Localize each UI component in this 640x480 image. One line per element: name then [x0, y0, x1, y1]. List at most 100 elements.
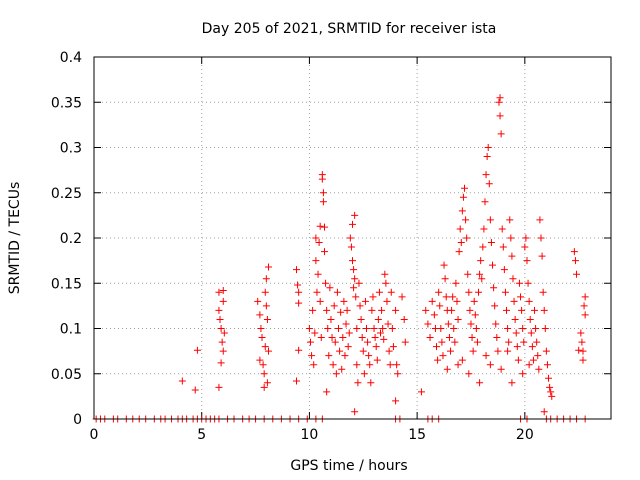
x-tick-label: 0: [90, 427, 99, 443]
data-point: [219, 347, 227, 355]
data-point: [521, 243, 529, 251]
data-point: [436, 302, 444, 310]
data-point: [319, 189, 327, 197]
data-point: [478, 275, 486, 283]
data-point: [258, 334, 266, 342]
data-point: [217, 325, 225, 332]
data-point: [360, 370, 368, 378]
data-point: [517, 293, 525, 301]
data-point: [439, 352, 447, 360]
data-point: [479, 243, 487, 251]
data-point: [539, 288, 547, 296]
data-point: [254, 297, 262, 305]
data-point: [519, 325, 527, 332]
data-point: [486, 361, 494, 369]
data-point: [476, 379, 484, 387]
data-point: [345, 329, 353, 337]
data-point: [331, 338, 339, 346]
data-point: [467, 320, 475, 328]
data-point: [464, 270, 472, 278]
y-tick-label: 0.2: [60, 231, 82, 247]
data-point: [489, 261, 497, 269]
data-point: [354, 379, 362, 387]
data-point: [351, 275, 359, 283]
data-point: [426, 334, 434, 342]
data-point: [548, 392, 556, 400]
data-point: [445, 334, 453, 342]
data-point: [509, 275, 517, 283]
data-point: [338, 365, 346, 373]
data-point: [217, 359, 225, 367]
x-tick-label: 10: [301, 427, 319, 443]
data-point: [373, 356, 381, 364]
data-point: [398, 293, 406, 301]
x-tick-label: 20: [516, 427, 534, 443]
y-tick-label: 0.1: [60, 322, 82, 338]
data-point: [386, 361, 394, 369]
data-point: [540, 306, 548, 314]
data-point: [219, 286, 227, 294]
data-point: [579, 356, 587, 364]
data-point: [342, 320, 350, 328]
data-point: [306, 338, 314, 346]
data-point: [534, 352, 542, 360]
data-point: [353, 361, 361, 369]
data-point: [580, 302, 588, 310]
data-point: [333, 288, 341, 296]
data-point: [452, 279, 460, 287]
data-point: [311, 329, 319, 337]
data-point: [438, 338, 446, 346]
data-point: [501, 288, 509, 296]
data-point: [513, 343, 521, 351]
data-point: [400, 315, 408, 323]
data-point: [471, 311, 479, 319]
data-point: [581, 293, 589, 301]
data-point: [260, 383, 268, 391]
data-point: [487, 239, 495, 247]
data-point: [261, 343, 269, 351]
data-point: [263, 379, 271, 387]
data-point: [215, 306, 223, 314]
data-point: [377, 329, 385, 337]
data-point: [499, 243, 507, 251]
data-point: [314, 270, 322, 278]
data-point: [323, 388, 331, 396]
data-point: [484, 144, 492, 151]
data-point: [369, 293, 377, 301]
data-point: [319, 198, 327, 206]
data-point: [371, 334, 379, 342]
data-point: [316, 297, 324, 305]
data-point: [347, 243, 355, 251]
data-point: [581, 311, 589, 319]
data-point: [428, 297, 436, 305]
data-point: [381, 270, 389, 278]
data-point: [384, 320, 392, 328]
data-point: [470, 297, 478, 305]
data-point: [547, 388, 555, 396]
data-point: [481, 198, 489, 206]
data-point: [350, 284, 358, 292]
data-point: [458, 207, 466, 215]
data-point: [292, 377, 300, 385]
data-point: [497, 130, 505, 138]
data-point: [219, 297, 227, 305]
data-point: [363, 325, 371, 332]
data-point: [349, 257, 356, 265]
data-point: [434, 356, 442, 364]
x-tick-label: 5: [197, 427, 206, 443]
data-point: [310, 361, 318, 369]
data-point: [295, 346, 303, 354]
data-point: [532, 325, 540, 332]
data-point: [339, 334, 347, 342]
data-point: [355, 279, 363, 287]
data-point: [351, 211, 359, 219]
data-point: [504, 347, 512, 355]
data-point: [454, 361, 462, 369]
data-point: [367, 379, 375, 387]
data-point: [430, 311, 438, 319]
data-point: [388, 325, 396, 332]
data-point: [494, 347, 502, 355]
data-point: [469, 347, 477, 355]
data-point: [343, 306, 351, 314]
data-point: [215, 383, 223, 391]
